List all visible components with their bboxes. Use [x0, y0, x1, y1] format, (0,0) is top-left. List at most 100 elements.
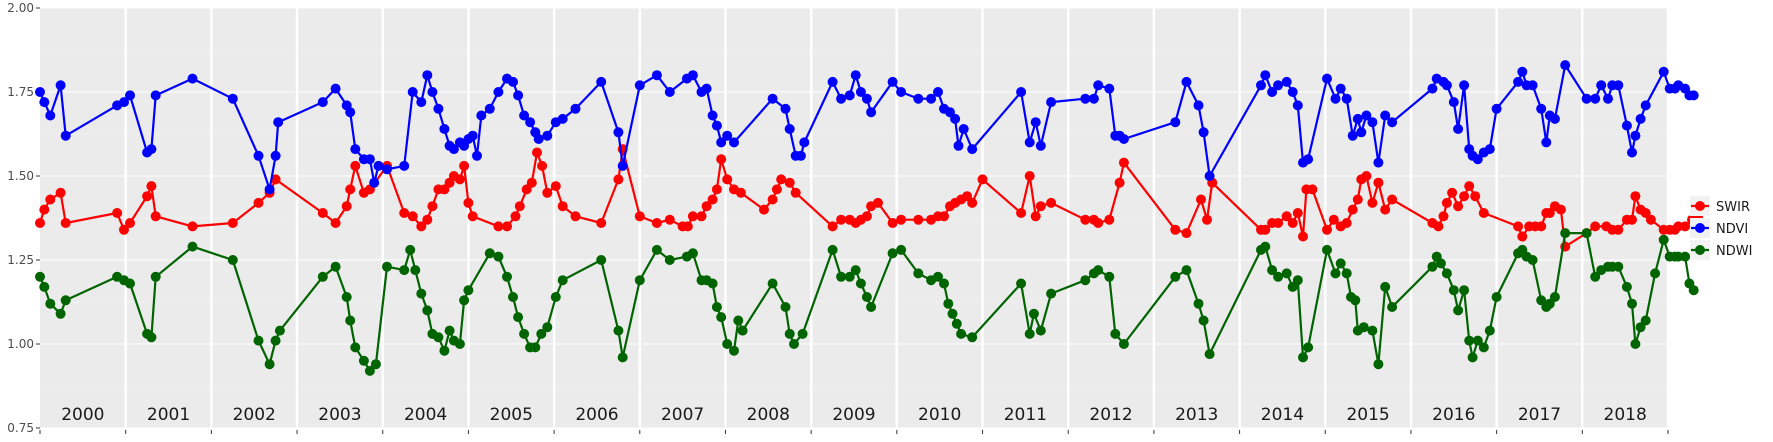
data-point-ndvi	[1170, 117, 1181, 128]
data-point-ndwi	[1527, 255, 1538, 265]
data-point-ndwi	[350, 342, 361, 353]
data-point-swir	[784, 177, 795, 188]
data-point-ndwi	[1549, 292, 1560, 302]
data-point-ndvi	[1380, 110, 1391, 121]
y-tick-label: 1.00	[7, 337, 34, 351]
data-point-ndwi	[1491, 292, 1502, 302]
data-point-ndwi	[364, 365, 375, 376]
data-point-swir	[350, 160, 361, 171]
data-point-ndvi	[1335, 83, 1346, 94]
data-point-ndvi	[707, 110, 718, 121]
data-point-ndvi	[570, 103, 581, 114]
data-point-ndvi	[780, 103, 791, 114]
data-point-ndwi	[399, 265, 410, 276]
data-point-ndvi	[844, 90, 855, 101]
data-point-swir	[1464, 181, 1475, 192]
data-point-ndwi	[463, 285, 474, 296]
facet-label-2010: 2010	[918, 405, 961, 425]
data-point-ndwi	[1630, 339, 1641, 349]
data-point-swir	[514, 201, 525, 212]
data-point-swir	[1080, 214, 1091, 225]
data-point-swir	[967, 197, 978, 208]
data-point-swir	[1016, 208, 1027, 218]
data-point-swir	[1281, 211, 1292, 222]
data-point-ndvi	[1303, 154, 1314, 165]
data-point-ndvi	[1541, 137, 1552, 148]
data-point-ndwi	[1204, 349, 1215, 360]
x-axis-ticks	[39, 430, 1669, 434]
data-point-ndwi	[634, 275, 645, 286]
data-point-ndwi	[939, 278, 949, 289]
data-point-ndwi	[484, 248, 495, 259]
data-point-ndwi	[270, 335, 281, 346]
data-point-ndvi	[1367, 117, 1378, 128]
facet-label-2005: 2005	[490, 405, 533, 425]
data-point-ndvi	[1560, 60, 1571, 71]
data-point-ndvi	[1491, 103, 1502, 114]
data-point-swir	[550, 181, 561, 192]
data-point-swir	[1517, 231, 1528, 242]
data-point-ndvi	[1281, 76, 1292, 87]
data-point-swir	[1513, 221, 1524, 232]
data-point-ndwi	[1104, 271, 1115, 282]
data-point-ndwi	[330, 261, 341, 272]
data-point-swir	[532, 147, 542, 158]
legend-key-point	[1695, 223, 1705, 233]
facet-label-2004: 2004	[404, 405, 447, 425]
data-point-ndwi	[1590, 271, 1601, 282]
data-point-ndvi	[716, 137, 727, 148]
series-ndvi	[35, 60, 1699, 195]
data-point-swir	[790, 187, 801, 198]
data-point-swir	[1470, 191, 1481, 202]
data-point-ndwi	[146, 332, 157, 343]
facet-label-2003: 2003	[318, 405, 361, 425]
data-point-ndvi	[1093, 80, 1104, 91]
data-point-ndwi	[459, 295, 470, 306]
facet-label-2007: 2007	[661, 405, 704, 425]
data-point-ndvi	[613, 127, 624, 138]
data-point-swir	[1347, 204, 1358, 215]
data-point-swir	[55, 187, 66, 198]
data-point-ndwi	[844, 271, 855, 282]
data-point-swir	[1307, 184, 1318, 195]
data-point-swir	[1341, 218, 1352, 228]
data-point-ndwi	[827, 244, 838, 255]
data-point-ndwi	[933, 271, 943, 282]
data-point-ndvi	[1513, 76, 1524, 87]
data-point-swir	[634, 211, 645, 222]
data-point-ndwi	[913, 268, 924, 279]
data-point-swir	[1627, 214, 1637, 225]
data-point-ndvi	[596, 76, 607, 87]
y-tick-label: 2.00	[7, 1, 34, 15]
data-point-ndwi	[1303, 342, 1314, 353]
data-point-ndvi	[1024, 137, 1035, 148]
data-point-ndvi	[513, 90, 524, 101]
data-point-swir	[939, 211, 949, 222]
data-point-ndvi	[861, 93, 872, 104]
data-point-swir	[1441, 197, 1452, 208]
data-point-ndvi	[1330, 93, 1341, 104]
data-point-ndwi	[1350, 295, 1361, 306]
data-point-ndwi	[150, 271, 161, 282]
data-point-swir	[776, 174, 787, 185]
data-point-swir	[827, 221, 838, 232]
data-point-swir	[696, 211, 707, 222]
data-point-swir	[1380, 204, 1391, 215]
data-point-ndwi	[1441, 268, 1452, 279]
data-point-ndvi	[1603, 93, 1613, 104]
y-tick-label: 1.75	[7, 85, 34, 99]
data-point-swir	[1387, 194, 1398, 205]
y-axis: 0.75 1.00 1.25 1.50 1.75 2.00	[7, 1, 40, 435]
data-point-swir	[1373, 177, 1384, 188]
data-point-swir	[1447, 187, 1458, 198]
data-point-ndvi	[345, 107, 356, 118]
data-point-ndwi	[1181, 265, 1192, 276]
y-tick-label: 0.75	[7, 421, 34, 435]
data-point-ndwi	[1118, 339, 1129, 349]
data-point-swir	[119, 224, 129, 235]
data-point-ndwi	[896, 244, 907, 255]
data-point-ndvi	[448, 144, 459, 155]
data-point-swir	[651, 218, 662, 228]
data-point-ndvi	[382, 164, 392, 175]
data-point-ndvi	[1621, 120, 1632, 131]
